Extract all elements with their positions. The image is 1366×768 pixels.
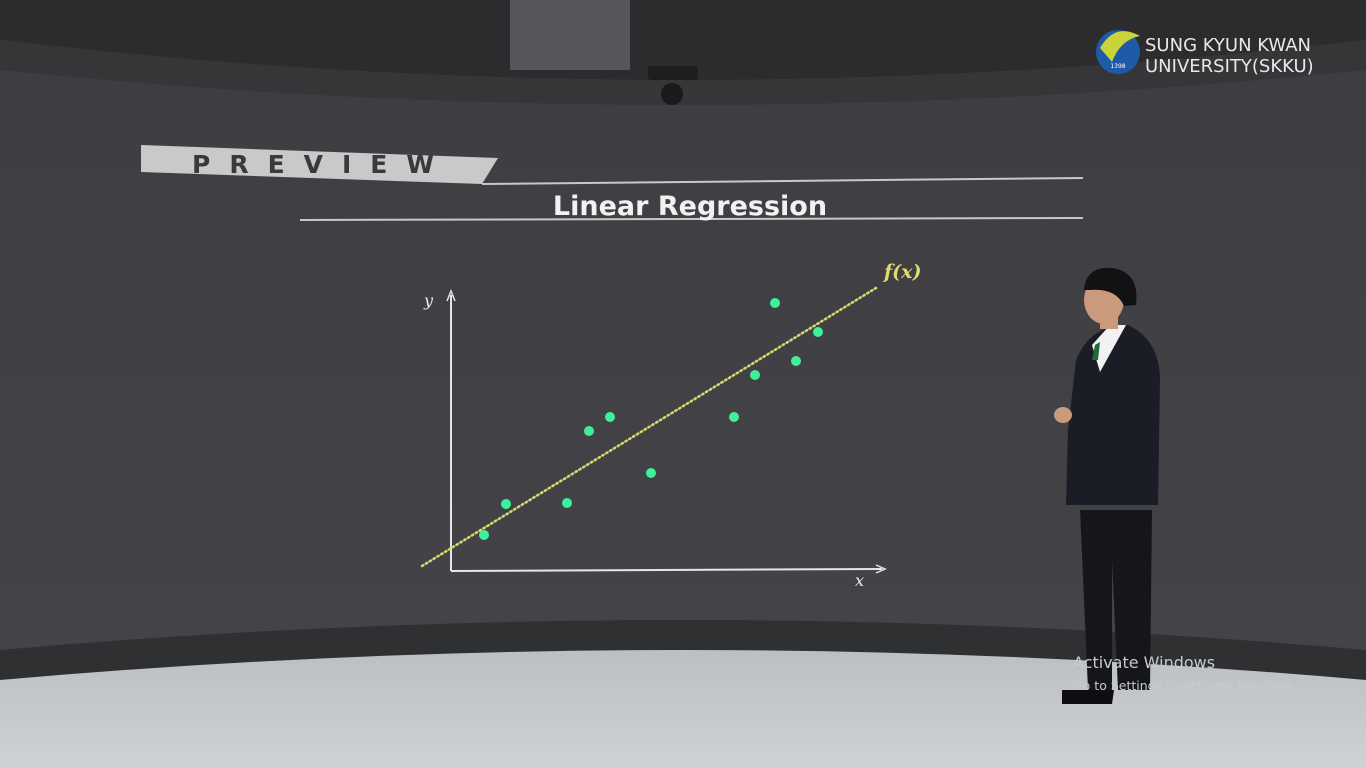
presenter-hair: [1084, 267, 1137, 306]
line-label: f(x): [882, 261, 921, 283]
wall-top-band: [0, 40, 1366, 105]
watermark-title: Activate Windows: [1073, 653, 1215, 672]
logo-line2: UNIVERSITY(SKKU): [1145, 56, 1314, 77]
floor: [0, 630, 1366, 768]
data-points: [479, 298, 823, 540]
data-point: [791, 356, 801, 366]
presenter-jacket: [1066, 325, 1160, 505]
camera: [661, 83, 683, 105]
presenter-hand: [1054, 407, 1072, 423]
watermark-subtitle: Go to Settings to activate Windows.: [1073, 678, 1297, 693]
logo-leaf: [1100, 31, 1140, 62]
x-axis-label: x: [855, 571, 864, 590]
logo-line1: SUNG KYUN KWAN: [1145, 35, 1311, 56]
baseboard: [0, 620, 1366, 680]
camera-mount: [648, 66, 698, 80]
x-arrow: [875, 564, 887, 574]
regression-line: [420, 286, 878, 568]
presenter-legs: [1080, 510, 1152, 690]
data-point: [750, 370, 760, 380]
presenter-shirt: [1092, 325, 1126, 372]
data-point: [501, 499, 511, 509]
data-point: [605, 412, 615, 422]
rule-top: [481, 177, 1084, 185]
presenter: [1054, 267, 1160, 704]
y-arrow: [446, 288, 456, 302]
data-point: [646, 468, 656, 478]
data-point: [770, 298, 780, 308]
wall: [0, 40, 1366, 660]
presenter-tie: [1092, 342, 1100, 360]
data-point: [479, 530, 489, 540]
logo-year: 1398: [1110, 63, 1125, 70]
preview-label: PREVIEW: [192, 150, 453, 179]
ceiling-panel: [510, 0, 630, 70]
data-point: [813, 327, 823, 337]
slide-title: Linear Regression: [553, 191, 827, 222]
preview-banner: [141, 145, 498, 184]
rule-bottom: [299, 217, 1084, 221]
x-axis: [450, 568, 883, 572]
y-axis-label: y: [423, 291, 434, 310]
data-point: [584, 426, 594, 436]
data-point: [729, 412, 739, 422]
data-point: [562, 498, 572, 508]
presenter-shoe: [1062, 690, 1114, 704]
